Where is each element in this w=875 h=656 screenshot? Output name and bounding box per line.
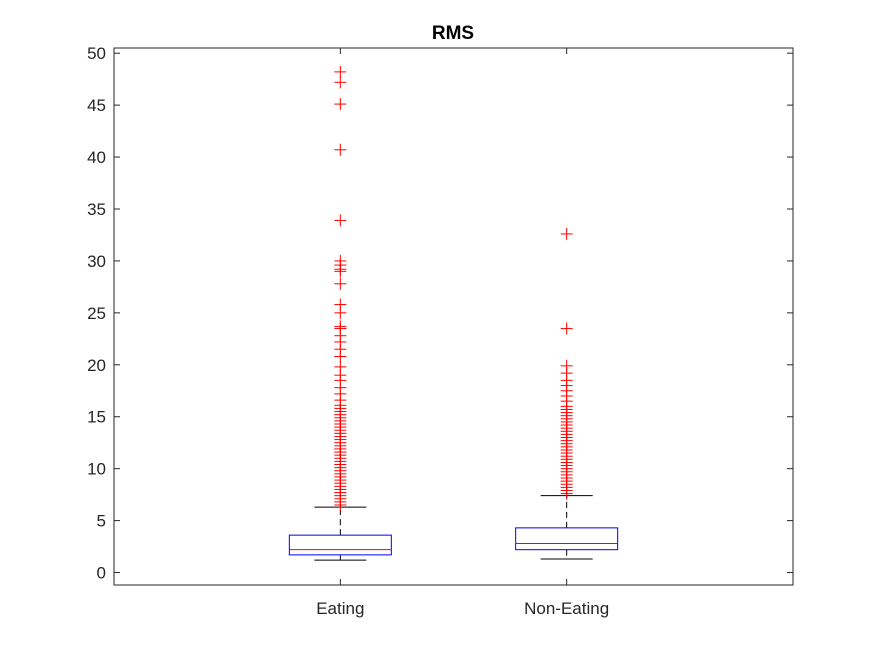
y-tick-label: 50: [87, 44, 106, 63]
y-tick-label: 45: [87, 96, 106, 115]
outlier-point: [560, 227, 573, 240]
y-axis: 0 5 10 15 20 25 30 35 40 45 50: [87, 44, 793, 583]
box-group-non-eating: [515, 227, 619, 560]
y-tick-label: 20: [87, 356, 106, 375]
outlier-point: [334, 360, 347, 373]
x-axis: Eating Non-Eating: [316, 48, 609, 618]
y-tick-label: 10: [87, 460, 106, 479]
box-group-eating: [288, 65, 392, 561]
outlier-point: [334, 214, 347, 227]
y-tick-label: 40: [87, 148, 106, 167]
y-tick-label: 15: [87, 408, 106, 427]
outlier-point: [560, 359, 573, 372]
plot-area: [113, 47, 794, 586]
outlier-point: [334, 98, 347, 111]
y-tick-label: 25: [87, 304, 106, 323]
iqr-box: [288, 534, 392, 556]
x-tick-label: Eating: [316, 599, 364, 618]
axes-frame: [113, 47, 794, 586]
outlier-point: [334, 298, 347, 311]
y-tick-label: 0: [97, 564, 106, 583]
y-tick-label: 35: [87, 200, 106, 219]
x-tick-label: Non-Eating: [524, 599, 609, 618]
y-tick-label: 5: [97, 512, 106, 531]
outlier-point: [560, 322, 573, 335]
outlier-point: [334, 277, 347, 290]
outlier-point: [334, 76, 347, 89]
outlier-point: [334, 143, 347, 156]
outlier-point: [334, 320, 347, 333]
y-tick-label: 30: [87, 252, 106, 271]
outlier-point: [334, 254, 347, 267]
iqr-box: [515, 527, 619, 551]
chart-title: RMS: [432, 23, 474, 44]
outlier-point: [334, 65, 347, 78]
